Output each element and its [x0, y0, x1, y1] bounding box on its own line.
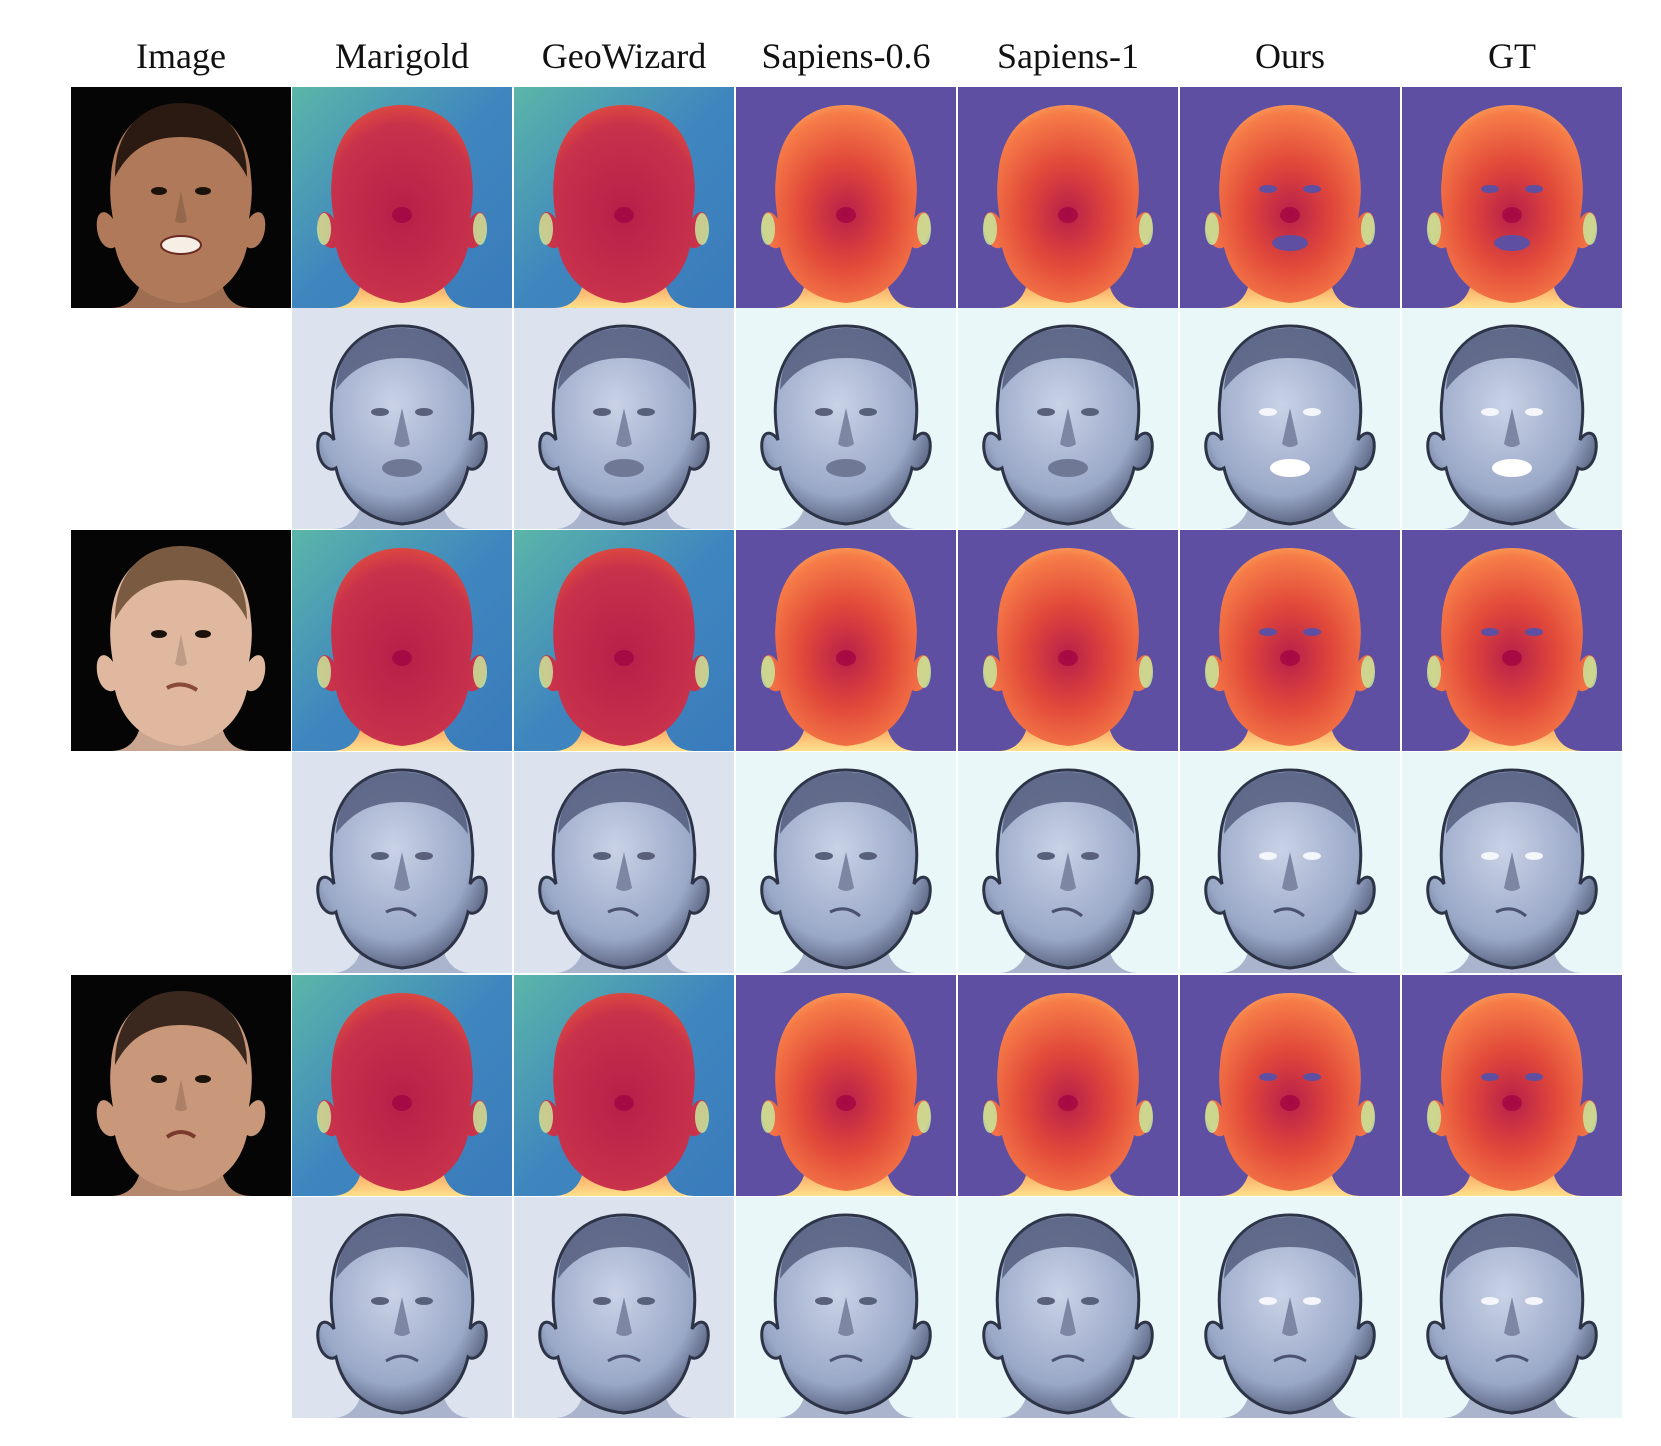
column-header-ours: Ours: [1255, 36, 1325, 76]
column-header-sapiens-06: Sapiens-0.6: [761, 36, 931, 76]
normal-render-geowizard-subject-2: [514, 752, 734, 973]
normal-render-sapiens-1-subject-1: [958, 308, 1178, 529]
depth-map-ours-subject-3: [1180, 975, 1400, 1196]
column-header-geowizard: GeoWizard: [541, 36, 707, 76]
depth-map-geowizard-subject-2: [514, 530, 734, 751]
input-image-subject-1: [71, 87, 291, 308]
normal-render-marigold-subject-2: [292, 752, 512, 973]
column-header-image: Image: [136, 36, 226, 76]
depth-map-marigold-subject-2: [292, 530, 512, 751]
input-image-subject-3: [71, 975, 291, 1196]
depth-map-geowizard-subject-1: [514, 87, 734, 308]
normal-render-marigold-subject-3: [292, 1197, 512, 1418]
depth-map-sapiens-06-subject-1: [736, 87, 956, 308]
depth-map-sapiens-1-subject-3: [958, 975, 1178, 1196]
depth-map-sapiens-1-subject-1: [958, 87, 1178, 308]
normal-render-sapiens-1-subject-2: [958, 752, 1178, 973]
normal-render-marigold-subject-1: [292, 308, 512, 529]
normal-render-sapiens-06-subject-1: [736, 308, 956, 529]
normal-render-sapiens-06-subject-2: [736, 752, 956, 973]
depth-map-gt-subject-2: [1402, 530, 1622, 751]
normal-render-gt-subject-1: [1402, 308, 1622, 529]
depth-map-marigold-subject-3: [292, 975, 512, 1196]
depth-map-sapiens-1-subject-2: [958, 530, 1178, 751]
normal-render-geowizard-subject-1: [514, 308, 734, 529]
depth-map-ours-subject-2: [1180, 530, 1400, 751]
normal-render-gt-subject-2: [1402, 752, 1622, 973]
normal-render-ours-subject-2: [1180, 752, 1400, 973]
depth-map-geowizard-subject-3: [514, 975, 734, 1196]
normal-render-sapiens-06-subject-3: [736, 1197, 956, 1418]
input-image-subject-2: [71, 530, 291, 751]
depth-map-gt-subject-1: [1402, 87, 1622, 308]
depth-map-gt-subject-3: [1402, 975, 1622, 1196]
column-header-gt: GT: [1488, 36, 1536, 76]
depth-map-sapiens-06-subject-3: [736, 975, 956, 1196]
depth-map-marigold-subject-1: [292, 87, 512, 308]
normal-render-gt-subject-3: [1402, 1197, 1622, 1418]
column-header-sapiens-1: Sapiens-1: [997, 36, 1139, 76]
normal-render-sapiens-1-subject-3: [958, 1197, 1178, 1418]
depth-map-sapiens-06-subject-2: [736, 530, 956, 751]
normal-render-geowizard-subject-3: [514, 1197, 734, 1418]
depth-map-ours-subject-1: [1180, 87, 1400, 308]
normal-render-ours-subject-3: [1180, 1197, 1400, 1418]
column-header-marigold: Marigold: [335, 36, 469, 76]
normal-render-ours-subject-1: [1180, 308, 1400, 529]
